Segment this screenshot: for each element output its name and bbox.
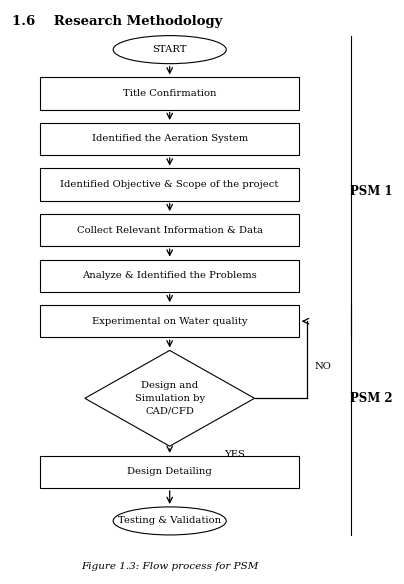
FancyBboxPatch shape [40,214,299,246]
Ellipse shape [113,507,226,535]
Text: Collect Relevant Information & Data: Collect Relevant Information & Data [77,225,263,235]
Text: Testing & Validation: Testing & Validation [118,516,221,526]
Text: Figure 1.3: Flow process for PSM: Figure 1.3: Flow process for PSM [81,562,259,571]
Polygon shape [85,350,255,446]
FancyBboxPatch shape [40,168,299,200]
Text: Identified Objective & Scope of the project: Identified Objective & Scope of the proj… [61,180,279,189]
FancyBboxPatch shape [40,305,299,338]
Text: Analyze & Identified the Problems: Analyze & Identified the Problems [82,271,257,280]
Text: NO: NO [315,362,332,371]
Text: PSM 2: PSM 2 [350,392,393,405]
Text: Design Detailing: Design Detailing [127,467,212,477]
Text: Experimental on Water quality: Experimental on Water quality [92,317,247,326]
Text: Identified the Aeration System: Identified the Aeration System [92,134,248,144]
Text: PSM 1: PSM 1 [350,185,393,198]
FancyBboxPatch shape [40,456,299,488]
FancyBboxPatch shape [40,78,299,110]
Text: Design and
Simulation by
CAD/CFD: Design and Simulation by CAD/CFD [135,381,205,415]
Text: Title Confirmation: Title Confirmation [123,89,217,98]
FancyBboxPatch shape [40,123,299,155]
Text: 1.6    Research Methodology: 1.6 Research Methodology [12,15,223,27]
Ellipse shape [113,36,226,64]
FancyBboxPatch shape [40,259,299,291]
Text: START: START [152,45,187,54]
Text: YES: YES [224,450,245,459]
